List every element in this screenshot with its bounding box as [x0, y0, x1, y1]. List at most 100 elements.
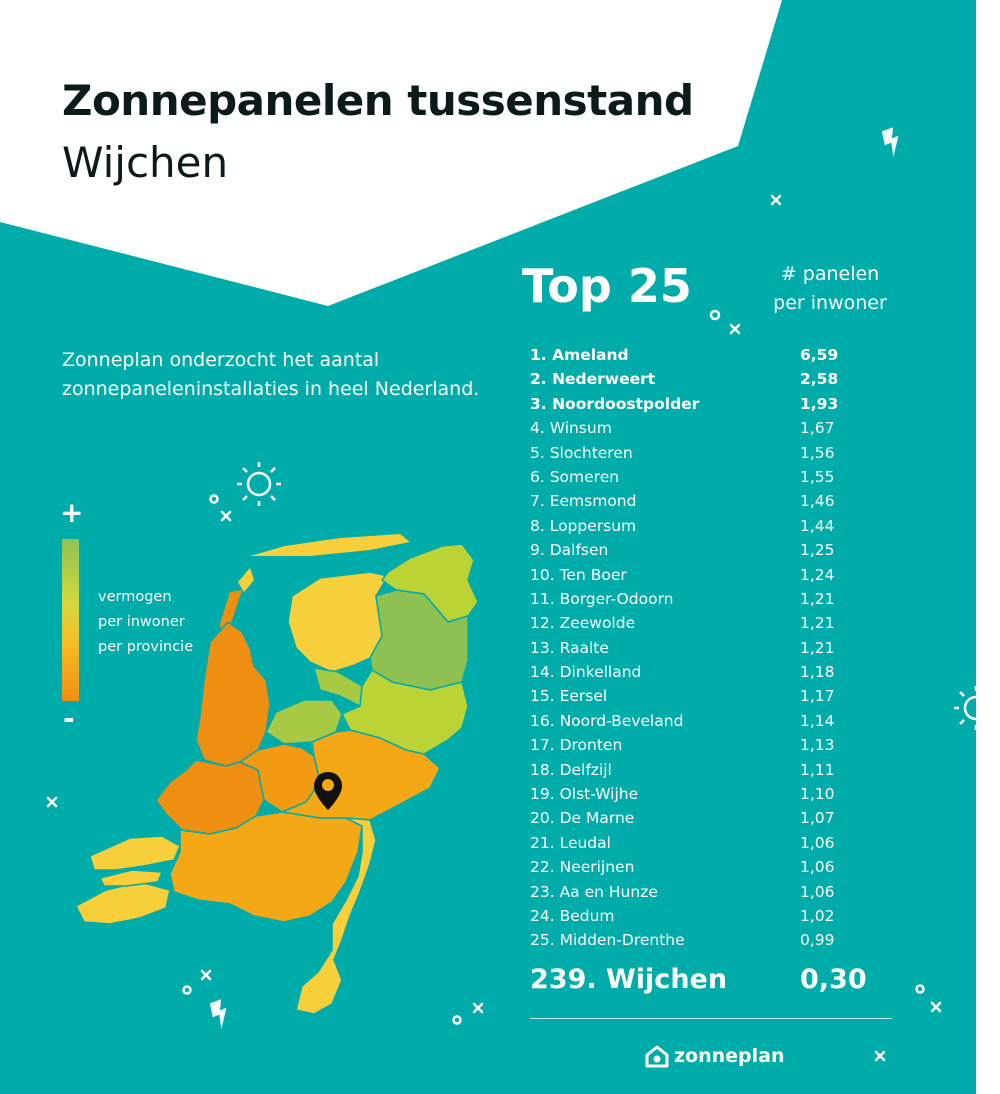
ranking-label: 22. Neerijnen	[530, 858, 635, 877]
ranking-row: 19. Olst-Wijhe 1,10	[530, 782, 870, 806]
cross-icon	[472, 1002, 484, 1014]
ranking-value: 6,59	[800, 346, 839, 364]
province-noord-holland	[238, 568, 254, 592]
ranking-value: 1,67	[800, 419, 835, 438]
ranking-value: 1,14	[800, 711, 835, 730]
province-zeeland	[75, 881, 171, 925]
ranking-row: 13. Raalte 1,21	[530, 636, 870, 660]
column-heading: # panelen per inwoner	[760, 260, 900, 318]
location-pin-icon	[314, 772, 342, 810]
ranking-value: 1,02	[800, 906, 835, 925]
province-noord-holland	[195, 621, 271, 767]
ranking-value: 1,24	[800, 565, 835, 584]
ranking-row: 23. Aa en Hunze 1,06	[530, 880, 870, 904]
dot-icon	[182, 985, 192, 995]
ranking-value: 1,56	[800, 443, 835, 462]
lightning-icon	[881, 127, 899, 157]
ranking-value: 1,13	[800, 736, 835, 755]
ranking-label: 8. Loppersum	[530, 516, 637, 535]
province-limburg	[295, 817, 377, 1015]
ranking-value: 1,10	[800, 785, 835, 804]
ranking-label: 16. Noord-Beveland	[530, 711, 684, 730]
ranking-row: 6. Someren 1,55	[530, 465, 870, 489]
ranking-label: 15. Eersel	[530, 687, 608, 706]
ranking-value: 1,46	[800, 492, 835, 511]
province-overijssel	[340, 668, 469, 755]
ranking-row: 1. Ameland 6,59	[530, 343, 870, 367]
ranking-label: 24. Bedum	[530, 906, 615, 925]
legend-label: vermogen per inwoner per provincie	[98, 585, 193, 660]
dot-icon	[209, 494, 219, 504]
ranking-row: 21. Leudal 1,06	[530, 831, 870, 855]
ranking-row: 11. Borger-Odoorn 1,21	[530, 587, 870, 611]
sun-icon	[237, 462, 281, 506]
brand-logo: zonneplan	[644, 1044, 785, 1068]
cross-icon	[200, 969, 212, 981]
brand-name: zonneplan	[674, 1045, 785, 1067]
legend-plus: +	[60, 496, 84, 529]
ranking-list: 1. Ameland 6,59 2. Nederweert 2,58 3. Noordo…	[530, 343, 870, 953]
ranking-label: 25. Midden-Drenthe	[530, 931, 685, 950]
highlight-value: 0,30	[800, 964, 867, 995]
province-friesland	[250, 534, 410, 556]
ranking-value: 1,07	[800, 809, 835, 828]
ranking-label: 21. Leudal	[530, 833, 611, 852]
ranking-row: 8. Loppersum 1,44	[530, 514, 870, 538]
ranking-label: 3. Noordoostpolder	[530, 394, 700, 413]
ranking-label: 2. Nederweert	[530, 370, 656, 389]
legend-label-line: per provincie	[98, 639, 194, 655]
ranking-value: 0,99	[800, 931, 835, 950]
ranking-label: 20. De Marne	[530, 809, 635, 828]
netherlands-map	[75, 534, 479, 1015]
ranking-row: 4. Winsum 1,67	[530, 416, 870, 440]
ranking-row: 24. Bedum 1,02	[530, 904, 870, 928]
dot-icon	[452, 1015, 462, 1025]
house-icon	[645, 1045, 669, 1068]
intro-text: Zonneplan onderzocht het aantal zonnepan…	[62, 349, 480, 400]
dot-icon	[709, 309, 721, 321]
ranking-value: 1,06	[800, 858, 835, 877]
ranking-value: 1,21	[800, 614, 835, 633]
ranking-row: 15. Eersel 1,17	[530, 684, 870, 708]
page-subtitle: Wijchen	[62, 138, 229, 187]
ranking-row: 22. Neerijnen 1,06	[530, 855, 870, 879]
ranking-row: 10. Ten Boer 1,24	[530, 563, 870, 587]
ranking-label: 12. Zeewolde	[530, 614, 636, 633]
lightning-icon	[209, 999, 227, 1029]
cross-icon	[930, 1001, 942, 1013]
ranking-label: 7. Eemsmond	[530, 492, 637, 511]
ranking-value: 1,18	[800, 663, 835, 682]
legend-minus: -	[63, 702, 75, 735]
ranking-label: 10. Ten Boer	[530, 565, 627, 584]
ranking-value: 1,93	[800, 394, 839, 413]
ranking-label: 18. Delfzijl	[530, 760, 612, 779]
ranking-row: 18. Delfzijl 1,11	[530, 758, 870, 782]
top25-heading: Top 25	[522, 259, 692, 313]
legend-gradient-bar	[62, 539, 79, 701]
cross-icon	[729, 323, 741, 335]
sun-icon	[954, 686, 989, 730]
province-zeeland	[98, 869, 164, 887]
ranking-row: 5. Slochteren 1,56	[530, 441, 870, 465]
cross-icon	[770, 194, 782, 206]
ranking-value: 1,21	[800, 589, 835, 608]
ranking-label: 9. Dalfsen	[530, 541, 609, 560]
ranking-row: 14. Dinkelland 1,18	[530, 660, 870, 684]
ranking-row: 2. Nederweert 2,58	[530, 367, 870, 391]
ranking-value: 1,55	[800, 467, 835, 486]
ranking-row: 9. Dalfsen 1,25	[530, 538, 870, 562]
ranking-value: 1,11	[800, 760, 835, 779]
page-title: Zonnepanelen tussenstand	[62, 76, 694, 125]
ranking-value: 1,44	[800, 516, 835, 535]
province-zeeland	[89, 835, 181, 871]
divider	[530, 1018, 892, 1019]
legend-label-line: per inwoner	[98, 614, 185, 630]
ranking-row: 20. De Marne 1,07	[530, 806, 870, 830]
ranking-label: 13. Raalte	[530, 638, 609, 657]
ranking-value: 1,25	[800, 541, 835, 560]
ranking-label: 17. Dronten	[530, 736, 623, 755]
cross-icon	[46, 796, 58, 808]
ranking-value: 2,58	[800, 370, 839, 389]
